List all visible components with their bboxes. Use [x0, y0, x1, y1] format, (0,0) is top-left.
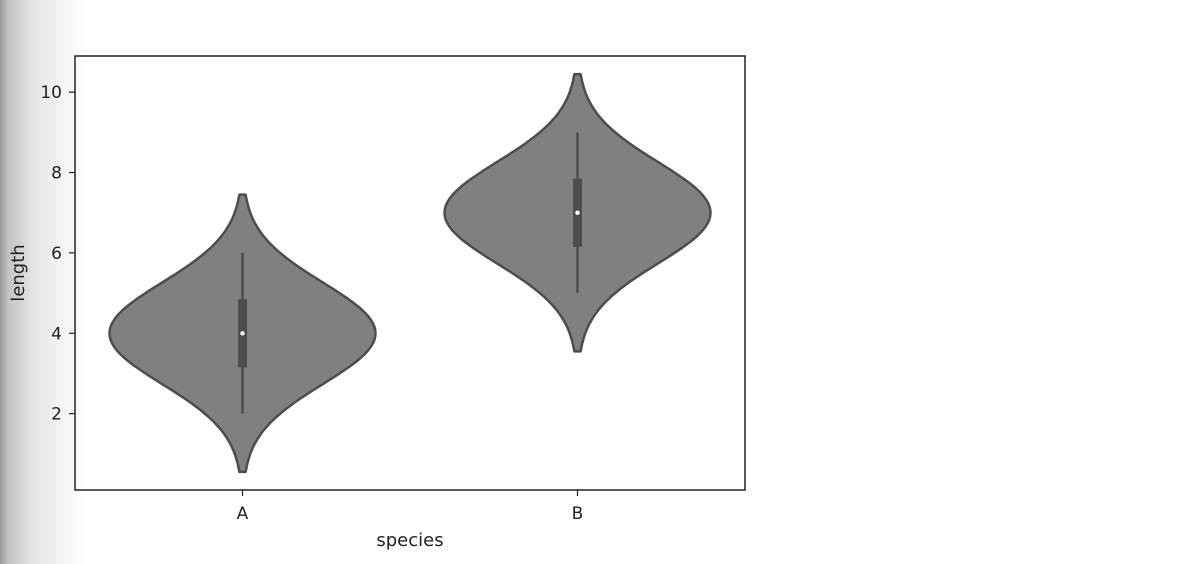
median-dot-A — [240, 331, 245, 336]
violins-layer — [108, 72, 712, 474]
median-dot-B — [575, 210, 580, 215]
x-axis-label: species — [376, 530, 443, 551]
x-tick-label-A: A — [237, 504, 249, 524]
y-axis-ticks: 2 4 6 8 10 — [40, 83, 75, 425]
x-tick-label-B: B — [572, 504, 584, 524]
y-tick-label-8: 8 — [51, 164, 62, 184]
window-edge-shadow — [0, 0, 86, 564]
y-tick-label-6: 6 — [51, 244, 62, 264]
y-axis-label: length — [8, 244, 29, 301]
plot-area-frame — [74, 55, 746, 491]
y-tick-label-4: 4 — [51, 324, 62, 344]
y-tick-label-10: 10 — [40, 83, 62, 103]
y-tick-label-2: 2 — [51, 405, 62, 425]
